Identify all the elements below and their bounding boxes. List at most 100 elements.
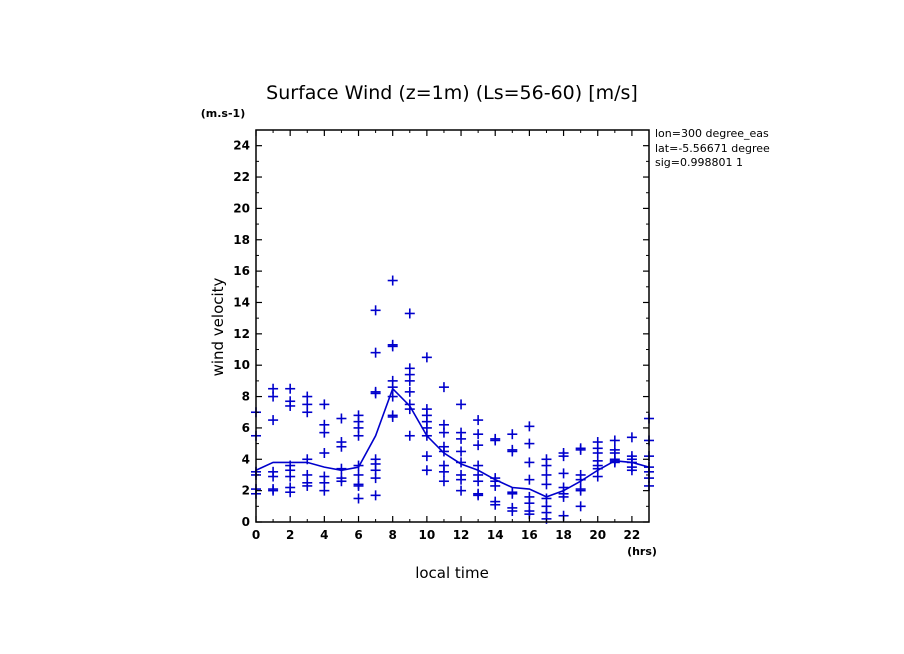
data-point	[387, 275, 398, 286]
data-point	[473, 488, 484, 499]
data-point	[319, 471, 330, 482]
data-point	[626, 432, 637, 443]
data-point	[456, 427, 467, 438]
data-point	[507, 429, 518, 440]
data-point	[438, 441, 449, 452]
data-point	[473, 440, 484, 451]
x-tick-label: 22	[624, 528, 641, 542]
y-unit-label: (m.s-1)	[201, 107, 245, 120]
x-tick-label: 2	[286, 528, 294, 542]
data-point	[285, 383, 296, 394]
data-point	[473, 469, 484, 480]
data-point	[456, 446, 467, 457]
y-tick-label: 2	[242, 484, 250, 498]
y-tick-label: 18	[233, 233, 250, 247]
data-point	[404, 308, 415, 319]
y-axis-label: wind velocity	[209, 277, 227, 376]
y-tick-label: 14	[233, 295, 250, 309]
x-unit-label: (hrs)	[627, 545, 657, 558]
data-point	[370, 454, 381, 465]
info-line-sig: sig=0.998801 1	[655, 156, 743, 169]
data-point	[404, 363, 415, 374]
data-point	[268, 484, 279, 495]
data-point	[268, 466, 279, 477]
data-point	[575, 443, 586, 454]
x-tick-label: 10	[419, 528, 436, 542]
data-point	[353, 410, 364, 421]
info-line-lat: lat=-5.56671 degree	[655, 142, 770, 155]
data-point	[524, 438, 535, 449]
info-line-lon: lon=300 degree_eas	[655, 127, 769, 140]
x-tick-label: 6	[354, 528, 362, 542]
data-point	[456, 469, 467, 480]
x-tick-label: 0	[252, 528, 260, 542]
data-point	[336, 463, 347, 474]
data-point	[302, 391, 313, 402]
data-point	[524, 474, 535, 485]
data-point	[421, 451, 432, 462]
data-point	[626, 451, 637, 462]
data-point	[558, 448, 569, 459]
data-point	[456, 399, 467, 410]
data-point	[370, 347, 381, 358]
data-point	[285, 482, 296, 493]
data-point	[353, 469, 364, 480]
data-point	[336, 437, 347, 448]
data-point	[609, 444, 620, 455]
data-point	[404, 399, 415, 410]
data-point	[319, 419, 330, 430]
data-point	[575, 469, 586, 480]
data-point	[387, 339, 398, 350]
y-tick-label: 8	[242, 390, 250, 404]
x-tick-label: 14	[487, 528, 504, 542]
data-point	[438, 382, 449, 393]
y-tick-label: 20	[233, 201, 250, 215]
data-point	[370, 490, 381, 501]
data-point	[541, 479, 552, 490]
data-point	[524, 421, 535, 432]
data-point	[473, 429, 484, 440]
data-point	[285, 396, 296, 407]
data-point	[438, 460, 449, 471]
data-point	[473, 415, 484, 426]
data-point	[558, 468, 569, 479]
x-tick-label: 16	[521, 528, 538, 542]
y-tick-label: 22	[233, 170, 250, 184]
data-point	[524, 491, 535, 502]
x-axis-label: local time	[415, 564, 489, 582]
x-tick-label: 4	[320, 528, 328, 542]
data-point	[438, 476, 449, 487]
data-point	[268, 415, 279, 426]
data-point	[370, 305, 381, 316]
plot-marks	[251, 275, 654, 524]
plot-frame	[255, 129, 650, 523]
data-point	[353, 493, 364, 504]
y-tick-label: 0	[242, 515, 250, 529]
y-tick-label: 6	[242, 421, 250, 435]
data-point	[541, 454, 552, 465]
mean-line	[255, 387, 650, 498]
y-tick-label: 4	[242, 452, 250, 466]
data-point	[387, 375, 398, 386]
data-point	[507, 487, 518, 498]
data-point	[541, 493, 552, 504]
data-point	[456, 485, 467, 496]
data-point	[524, 457, 535, 468]
data-point	[575, 501, 586, 512]
x-tick-label: 12	[453, 528, 470, 542]
y-tick-label: 10	[233, 358, 250, 372]
data-point	[438, 419, 449, 430]
data-point	[507, 502, 518, 513]
x-tick-label: 18	[555, 528, 572, 542]
data-point	[370, 386, 381, 397]
data-point	[336, 473, 347, 484]
data-point	[592, 437, 603, 448]
data-point	[319, 399, 330, 410]
data-point	[404, 430, 415, 441]
data-point	[268, 383, 279, 394]
data-point	[404, 386, 415, 397]
x-tick-label: 8	[389, 528, 397, 542]
data-point	[336, 413, 347, 424]
